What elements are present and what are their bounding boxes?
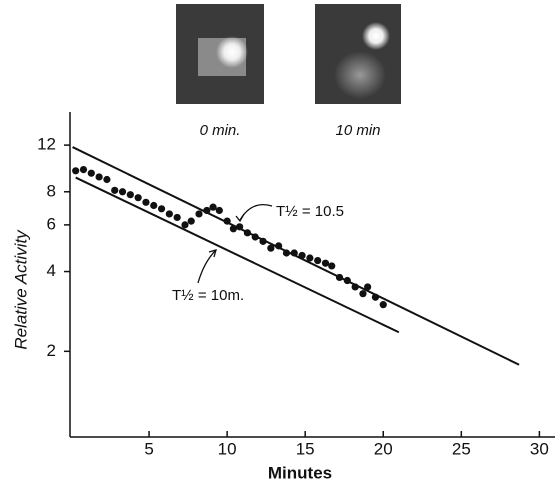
- data-point: [314, 256, 322, 265]
- data-point: [95, 173, 103, 181]
- x-tick-label: 5: [144, 439, 153, 458]
- x-axis-label: Minutes: [268, 463, 332, 482]
- x-tick-label: 20: [374, 439, 393, 458]
- data-point: [290, 249, 298, 257]
- data-point: [328, 262, 336, 270]
- y-tick-label: 6: [47, 214, 56, 233]
- data-point: [343, 276, 351, 285]
- data-point: [229, 225, 237, 233]
- data-point: [79, 165, 88, 174]
- data-point: [150, 201, 158, 210]
- data-point: [209, 203, 217, 211]
- x-tick-label: 10: [218, 439, 237, 458]
- panel-label: 10 min: [335, 122, 380, 139]
- fit-annotation: T½ = 10m.: [172, 287, 244, 304]
- data-point: [173, 213, 181, 222]
- data-point: [118, 188, 127, 196]
- data-point: [243, 229, 252, 237]
- data-point: [371, 293, 380, 301]
- data-point: [359, 290, 367, 298]
- scan-spot: [216, 36, 248, 68]
- data-point: [165, 210, 173, 218]
- fit-line: [75, 176, 400, 334]
- data-point: [335, 273, 344, 282]
- data-point: [126, 191, 134, 199]
- data-point: [111, 186, 119, 194]
- y-tick-label: 4: [47, 261, 56, 280]
- x-tick-label: 30: [530, 439, 549, 458]
- y-axis-label: Relative Activity: [11, 229, 30, 350]
- arrowhead: [235, 213, 245, 223]
- y-tick-label: 12: [37, 135, 56, 154]
- scan-haze: [334, 51, 386, 99]
- y-tick-label: 2: [47, 341, 56, 360]
- arrowhead: [208, 249, 217, 258]
- data-point: [187, 217, 195, 225]
- data-point: [195, 210, 203, 218]
- data-point: [181, 221, 189, 229]
- data-point: [72, 167, 80, 175]
- data-point: [134, 194, 142, 202]
- y-tick-label: 8: [47, 181, 56, 200]
- data-point: [298, 251, 306, 260]
- scan-images: [176, 4, 401, 104]
- data-point: [259, 237, 267, 245]
- data-point: [267, 244, 275, 252]
- data-point: [157, 205, 166, 213]
- x-tick-label: 15: [296, 439, 315, 458]
- data-point: [379, 301, 387, 309]
- data-point: [321, 259, 330, 267]
- x-tick-label: 25: [452, 439, 471, 458]
- data-point: [306, 254, 314, 262]
- annotation-arrow: [197, 249, 217, 284]
- panel-label: 0 min.: [200, 122, 241, 139]
- data-point: [87, 169, 95, 177]
- data-point: [282, 249, 291, 257]
- fit-annotation: T½ = 10.5: [276, 203, 344, 220]
- scan-spot: [362, 22, 390, 50]
- data-point: [203, 206, 211, 215]
- annotation-arrow: [239, 203, 273, 221]
- data-point: [103, 175, 111, 184]
- data-point: [142, 198, 150, 206]
- data-point: [215, 206, 223, 215]
- data-point: [236, 223, 244, 231]
- data-point: [275, 242, 283, 250]
- data-point: [223, 217, 231, 225]
- data-point: [351, 283, 359, 291]
- data-point: [364, 283, 372, 291]
- data-point: [251, 233, 259, 241]
